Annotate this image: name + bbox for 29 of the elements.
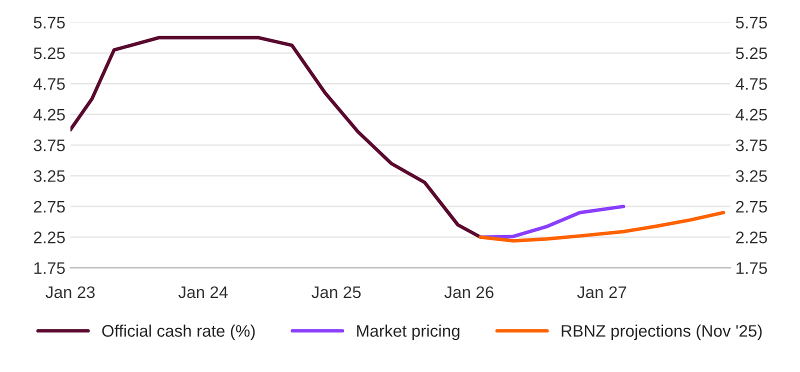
y2-tick-label: 5.75 xyxy=(736,16,767,29)
legend-label: Market pricing xyxy=(357,324,460,340)
y2-tick-label: 4.75 xyxy=(736,78,767,90)
x-tick-label: Jan 23 xyxy=(46,286,95,298)
y-tick-label: 4.25 xyxy=(33,108,65,121)
y2-tick-label: 3.25 xyxy=(736,170,767,182)
x-tick-label: Jan 25 xyxy=(312,286,361,298)
y-tick-label: 3.75 xyxy=(34,139,65,152)
y-tick-label: 4.75 xyxy=(33,78,65,90)
line-series xyxy=(70,36,482,239)
y-tick-label: 5.25 xyxy=(34,47,65,60)
y-tick-label: 5.75 xyxy=(34,16,65,29)
line-series xyxy=(478,204,626,239)
y2-tick-label: 5.25 xyxy=(736,47,767,60)
x-tick-label: Jan 26 xyxy=(444,286,494,298)
y2-tick-label: 4.25 xyxy=(736,108,767,121)
y2-tick-label: 2.75 xyxy=(736,200,767,213)
legend-label: RBNZ projections (Nov '25) xyxy=(562,324,762,340)
x-tick-label: Jan 24 xyxy=(178,286,228,298)
y-tick-label: 2.75 xyxy=(34,200,65,213)
y2-tick-label: 2.25 xyxy=(736,232,767,244)
y2-tick-label: 1.75 xyxy=(736,262,767,274)
y-tick-label: 2.25 xyxy=(34,232,65,244)
y-tick-label: 3.25 xyxy=(34,170,65,182)
y2-tick-label: 3.75 xyxy=(736,139,767,152)
y-tick-label: 1.75 xyxy=(34,262,65,274)
x-tick-label: Jan 27 xyxy=(577,286,626,298)
line-series xyxy=(478,210,726,243)
legend-label: Official cash rate (%) xyxy=(102,324,255,340)
